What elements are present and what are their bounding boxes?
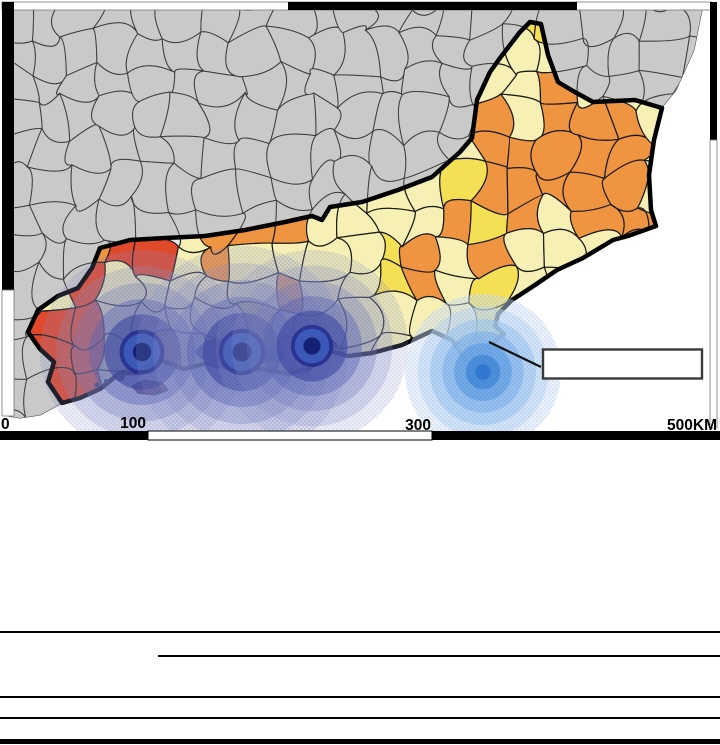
callout-box (541, 348, 704, 380)
table-rule-top (0, 631, 720, 633)
map-figure: 0 100 300 500KM (0, 1, 720, 441)
table-rule-header-bottom (0, 696, 720, 698)
scale-bar-segment-white (147, 430, 433, 441)
callout-leader-line (488, 341, 542, 368)
buffer-rings (40, 246, 561, 431)
scale-label-100: 100 (120, 415, 146, 432)
scale-label-300: 300 (405, 417, 431, 434)
frame-left-bar-white-segment (1, 289, 15, 417)
frame-right-bar-white-segment (709, 139, 718, 429)
scale-bar (0, 430, 720, 441)
scale-label-500km: 500KM (667, 417, 717, 434)
table-rule-bottom (0, 739, 720, 744)
scale-bar-segment-black-2 (432, 431, 720, 440)
frame-top-left-corner (2, 2, 14, 10)
frame-top-bar-black-segment (288, 2, 577, 10)
scale-label-0: 0 (1, 416, 10, 433)
table-rule-row (0, 717, 720, 719)
frame-left-bar-black-segment (2, 10, 14, 290)
frame-right-bar-black-segment (710, 2, 717, 140)
scale-bar-segment-black-1 (0, 431, 148, 440)
table-rule-partial (158, 655, 720, 657)
